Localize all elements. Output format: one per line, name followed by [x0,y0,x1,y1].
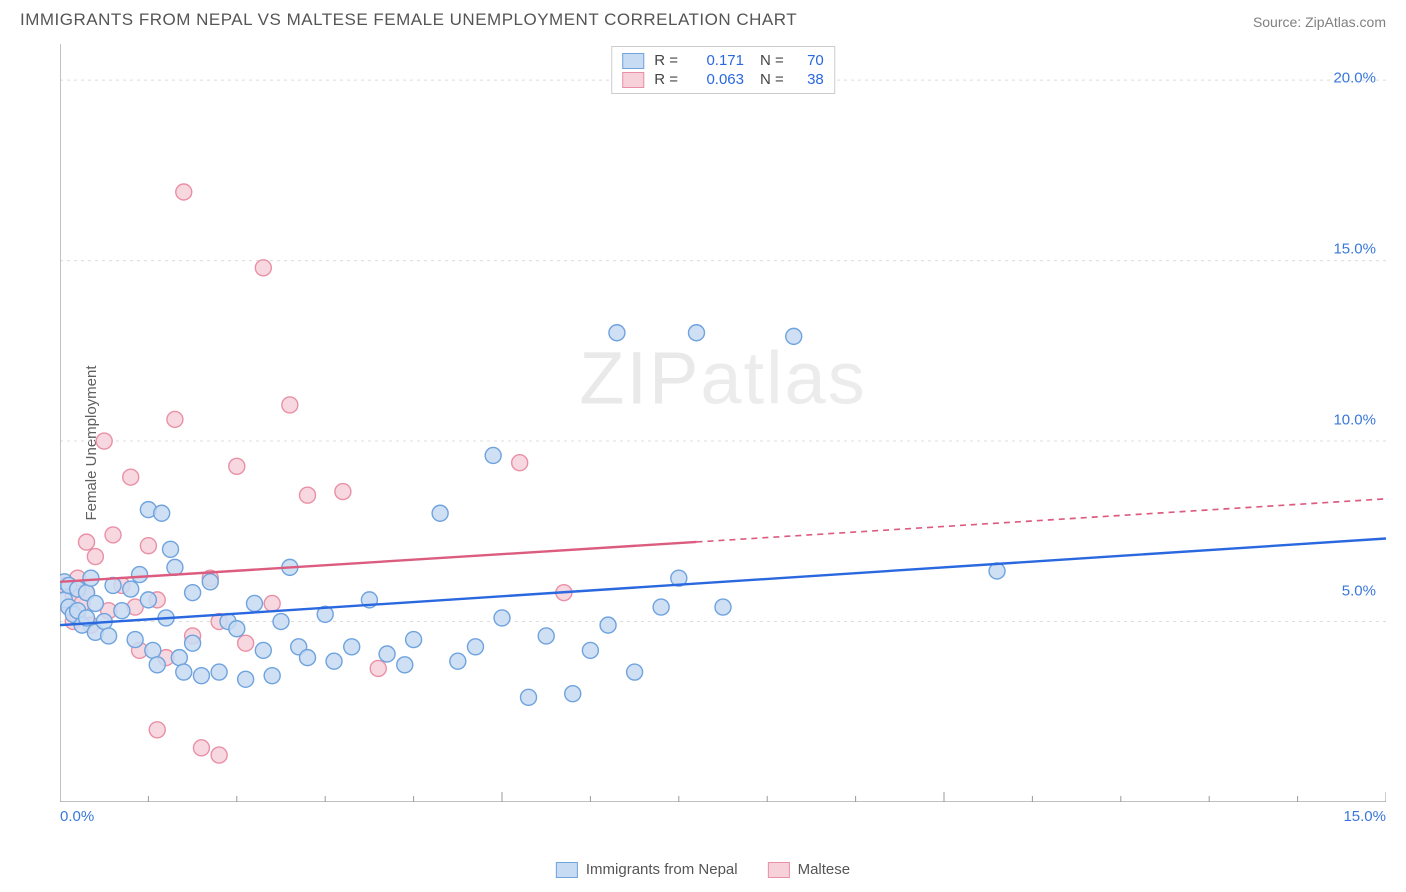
legend-label-a: Immigrants from Nepal [586,861,738,878]
legend-label-b: Maltese [798,861,851,878]
scatter-svg [60,44,1386,802]
legend-item-b: Maltese [768,861,851,878]
x-tick-label: 0.0% [60,808,94,825]
chart-container: Female Unemployment ZIPatlas R = 0.171 N… [20,44,1386,842]
x-axis-tick-labels: 0.0% 15.0% [60,808,1386,832]
r-label: R = [654,71,678,88]
chart-title: IMMIGRANTS FROM NEPAL VS MALTESE FEMALE … [20,10,797,30]
r-value-b: 0.063 [688,71,744,88]
n-label: N = [760,52,784,69]
series-legend: Immigrants from Nepal Maltese [556,861,850,878]
legend-item-a: Immigrants from Nepal [556,861,738,878]
legend-row-a: R = 0.171 N = 70 [622,51,824,70]
plot-area: ZIPatlas R = 0.171 N = 70 R = 0.063 N = … [60,44,1386,802]
r-value-a: 0.171 [688,52,744,69]
correlation-legend: R = 0.171 N = 70 R = 0.063 N = 38 [611,46,835,94]
r-label: R = [654,52,678,69]
legend-row-b: R = 0.063 N = 38 [622,70,824,89]
n-value-b: 38 [794,71,824,88]
source-label: Source: ZipAtlas.com [1253,14,1386,30]
n-label: N = [760,71,784,88]
n-value-a: 70 [794,52,824,69]
swatch-series-a [622,53,644,69]
swatch-series-b [768,862,790,878]
swatch-series-b [622,72,644,88]
x-tick-label: 15.0% [1343,808,1386,825]
swatch-series-a [556,862,578,878]
